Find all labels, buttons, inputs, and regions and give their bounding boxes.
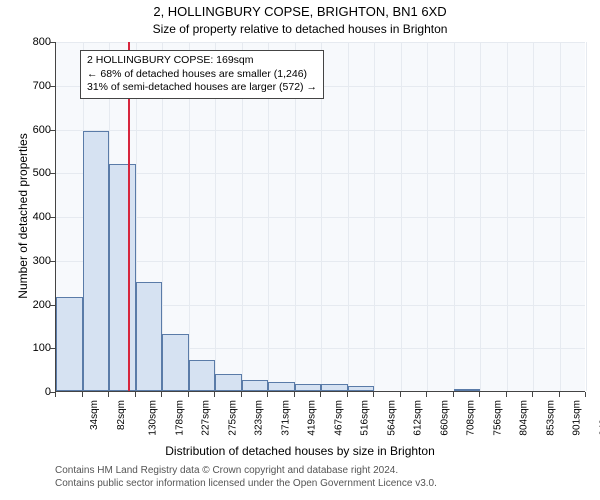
x-tick-mark: [400, 392, 401, 397]
histogram-bar: [56, 297, 83, 391]
y-tick-mark: [50, 348, 55, 349]
x-tick-mark: [479, 392, 480, 397]
histogram-bar: [348, 386, 375, 391]
gridline-vertical: [586, 42, 587, 391]
x-tick-label: 371sqm: [280, 400, 291, 436]
y-tick-label: 500: [15, 167, 51, 179]
y-tick-label: 800: [15, 36, 51, 48]
y-tick-mark: [50, 42, 55, 43]
footer-line-1: Contains HM Land Registry data © Crown c…: [55, 464, 437, 477]
x-tick-mark: [585, 392, 586, 397]
x-axis-label: Distribution of detached houses by size …: [0, 444, 600, 458]
x-tick-mark: [55, 392, 56, 397]
y-tick-mark: [50, 261, 55, 262]
x-tick-mark: [108, 392, 109, 397]
histogram-bar: [242, 380, 269, 391]
y-tick-mark: [50, 217, 55, 218]
x-tick-mark: [214, 392, 215, 397]
x-tick-label: 323sqm: [254, 400, 265, 436]
y-tick-mark: [50, 86, 55, 87]
chart-title: 2, HOLLINGBURY COPSE, BRIGHTON, BN1 6XD: [0, 4, 600, 19]
y-tick-label: 100: [15, 342, 51, 354]
x-tick-label: 130sqm: [148, 400, 159, 436]
y-tick-mark: [50, 305, 55, 306]
annotation-box: 2 HOLLINGBURY COPSE: 169sqm ← 68% of det…: [80, 50, 324, 99]
x-tick-label: 612sqm: [413, 400, 424, 436]
x-tick-mark: [241, 392, 242, 397]
gridline-vertical: [401, 42, 402, 391]
y-tick-mark: [50, 173, 55, 174]
gridline-vertical: [507, 42, 508, 391]
x-tick-mark: [347, 392, 348, 397]
x-tick-label: 901sqm: [572, 400, 583, 436]
annotation-line-2: ← 68% of detached houses are smaller (1,…: [87, 68, 317, 82]
chart-container: { "title": "2, HOLLINGBURY COPSE, BRIGHT…: [0, 0, 600, 500]
x-tick-label: 227sqm: [201, 400, 212, 436]
gridline-vertical: [374, 42, 375, 391]
x-tick-mark: [559, 392, 560, 397]
histogram-bar: [109, 164, 136, 392]
x-tick-mark: [532, 392, 533, 397]
gridline-vertical: [560, 42, 561, 391]
y-tick-label: 400: [15, 211, 51, 223]
histogram-bar: [321, 384, 348, 391]
x-tick-label: 275sqm: [227, 400, 238, 436]
gridline-vertical: [533, 42, 534, 391]
x-tick-mark: [426, 392, 427, 397]
gridline-vertical: [427, 42, 428, 391]
x-tick-label: 804sqm: [519, 400, 530, 436]
x-tick-label: 178sqm: [174, 400, 185, 436]
y-tick-label: 700: [15, 80, 51, 92]
x-tick-label: 708sqm: [466, 400, 477, 436]
chart-subtitle: Size of property relative to detached ho…: [0, 22, 600, 36]
footer-attribution: Contains HM Land Registry data © Crown c…: [55, 464, 437, 490]
histogram-bar: [189, 360, 216, 391]
x-tick-label: 853sqm: [545, 400, 556, 436]
histogram-bar: [215, 374, 242, 392]
y-tick-label: 300: [15, 255, 51, 267]
x-tick-mark: [506, 392, 507, 397]
y-tick-mark: [50, 130, 55, 131]
gridline-vertical: [348, 42, 349, 391]
x-tick-label: 516sqm: [360, 400, 371, 436]
histogram-bar: [295, 384, 322, 391]
x-tick-mark: [320, 392, 321, 397]
histogram-bar: [454, 389, 481, 391]
footer-line-2: Contains public sector information licen…: [55, 477, 437, 490]
x-tick-label: 419sqm: [307, 400, 318, 436]
y-tick-label: 600: [15, 124, 51, 136]
histogram-bar: [136, 282, 163, 391]
x-tick-mark: [161, 392, 162, 397]
x-tick-label: 660sqm: [439, 400, 450, 436]
gridline-vertical: [454, 42, 455, 391]
histogram-bar: [268, 382, 295, 391]
x-tick-mark: [135, 392, 136, 397]
annotation-line-1: 2 HOLLINGBURY COPSE: 169sqm: [87, 54, 317, 68]
x-tick-mark: [294, 392, 295, 397]
x-tick-mark: [82, 392, 83, 397]
annotation-line-3: 31% of semi-detached houses are larger (…: [87, 81, 317, 95]
x-tick-mark: [188, 392, 189, 397]
x-tick-label: 467sqm: [333, 400, 344, 436]
y-tick-label: 200: [15, 299, 51, 311]
x-tick-label: 34sqm: [89, 400, 100, 430]
x-tick-label: 564sqm: [386, 400, 397, 436]
gridline-vertical: [480, 42, 481, 391]
x-tick-label: 756sqm: [492, 400, 503, 436]
x-tick-mark: [373, 392, 374, 397]
histogram-bar: [83, 131, 110, 391]
histogram-bar: [162, 334, 189, 391]
y-tick-label: 0: [15, 386, 51, 398]
x-tick-label: 82sqm: [116, 400, 127, 430]
x-tick-mark: [453, 392, 454, 397]
x-tick-mark: [267, 392, 268, 397]
